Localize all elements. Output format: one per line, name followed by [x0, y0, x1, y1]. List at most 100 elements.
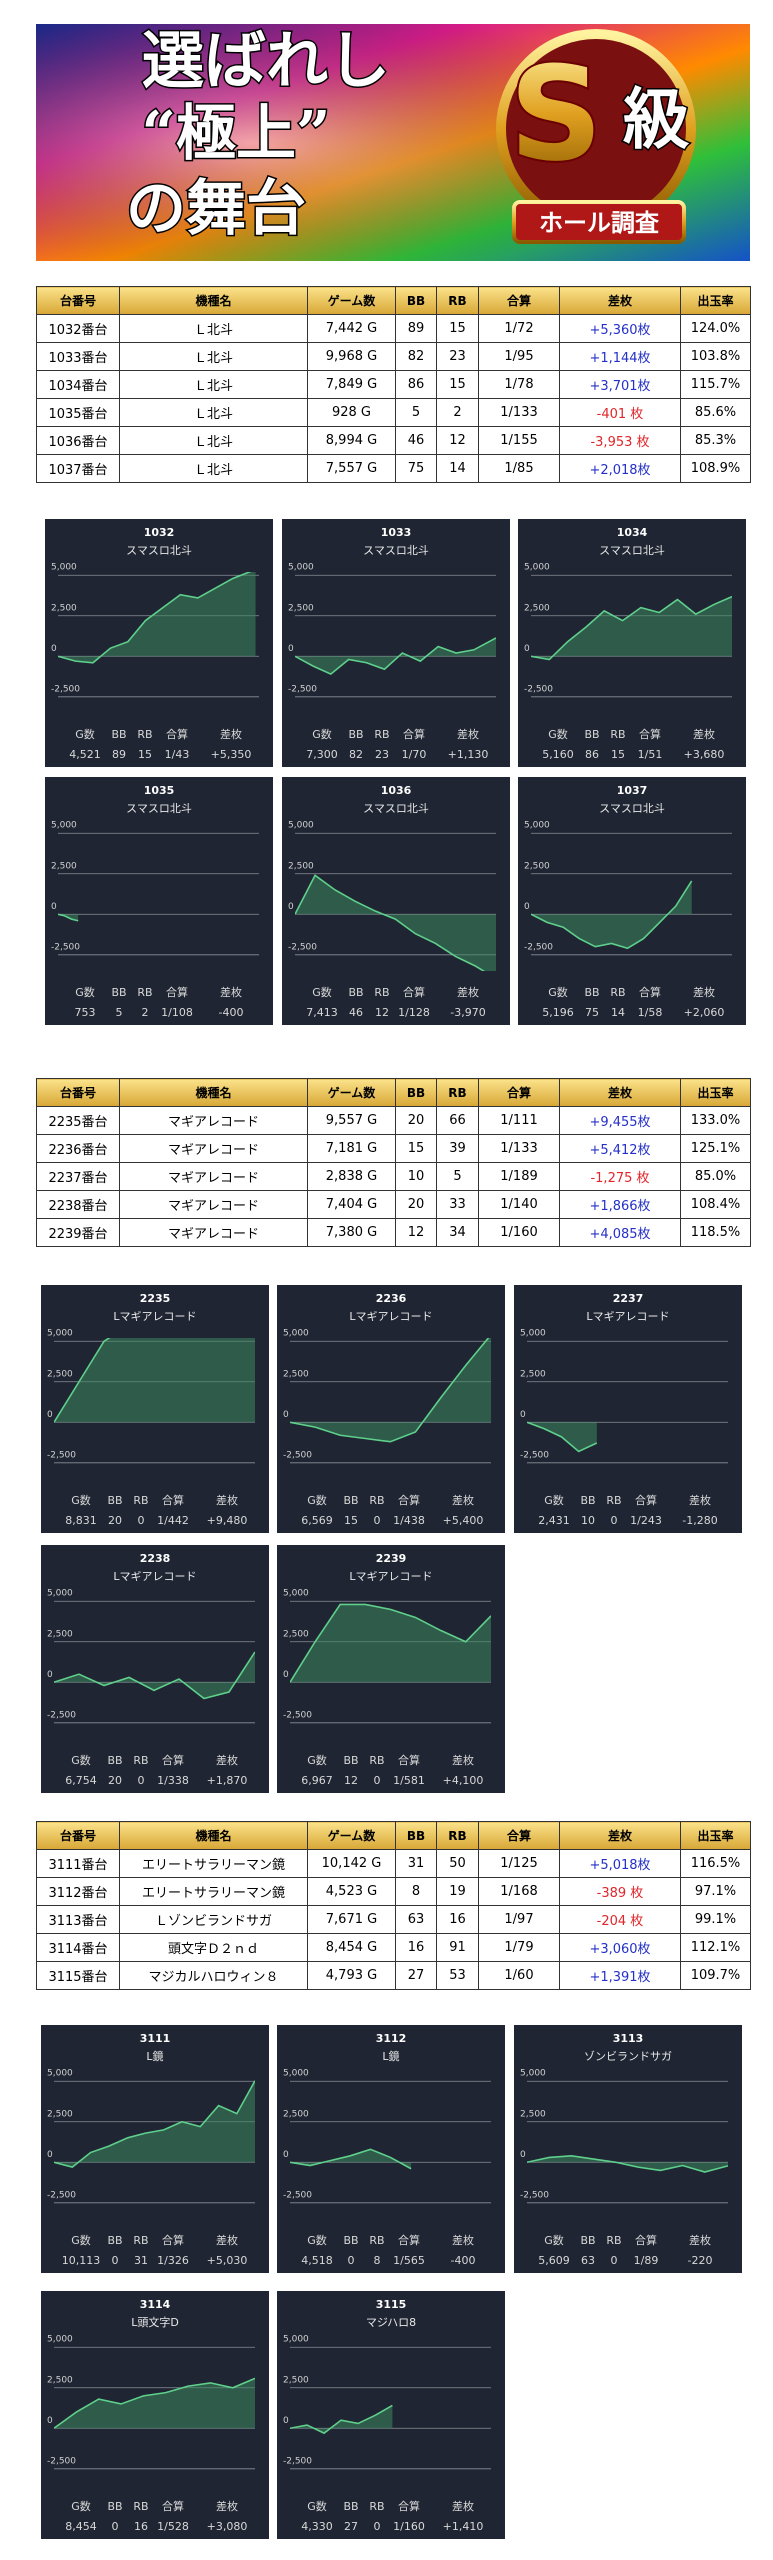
stat-label: 差枚 — [216, 2233, 238, 2247]
stat-value: +5,400 — [443, 1514, 484, 1527]
stat-label: G数 — [71, 2234, 91, 2247]
table-cell: 116.5% — [680, 1849, 751, 1878]
stat-value: 0 — [374, 1774, 381, 1787]
y-tick-label: 5,000 — [524, 563, 550, 573]
table-cell: 99.1% — [680, 1905, 751, 1934]
stat-value: 5 — [116, 1006, 123, 1019]
table-cell: 63 — [395, 1905, 437, 1934]
y-tick-label: 0 — [283, 2416, 289, 2426]
y-tick-label: 5,000 — [47, 1589, 73, 1599]
y-tick-label: -2,500 — [47, 2456, 76, 2466]
table-cell: +3,701枚 — [559, 370, 681, 399]
stat-label: RB — [133, 2234, 148, 2247]
stat-label: 差枚 — [689, 1493, 711, 1507]
stat-label: G数 — [548, 986, 568, 999]
y-tick-label: 0 — [524, 902, 530, 912]
table-cell: 1/133 — [478, 398, 560, 427]
stat-value: 4,518 — [301, 2254, 333, 2267]
table-cell: 133.0% — [680, 1106, 751, 1135]
y-tick-label: -2,500 — [47, 1450, 76, 1460]
table-cell: 103.8% — [680, 342, 751, 371]
panel-model: スマスロ北斗 — [363, 544, 429, 557]
stat-label: 合算 — [639, 985, 661, 999]
stat-value: -3,970 — [450, 1006, 485, 1019]
y-tick-label: 0 — [47, 2150, 53, 2160]
stat-label: G数 — [71, 1494, 91, 1507]
stat-label: BB — [580, 1494, 595, 1507]
stat-label: RB — [606, 2234, 621, 2247]
table-cell: 3114番台 — [36, 1933, 120, 1962]
data-table: 台番号 機種名 ゲーム数 BB RB 合算 差枚 出玉率 2235番台 マギアレコード 9,557 … — [36, 1078, 751, 1247]
table-cell: 53 — [436, 1961, 479, 1990]
table-cell: 1035番台 — [36, 398, 120, 427]
table-cell: 75 — [395, 454, 437, 483]
header-cell: 差枚 — [559, 1821, 681, 1850]
table-cell: 15 — [436, 314, 479, 343]
data-line — [54, 2080, 255, 2169]
data-line — [54, 1338, 111, 1423]
stat-label: BB — [107, 2234, 122, 2247]
stat-label: 合算 — [162, 1753, 184, 1767]
table-cell: 108.9% — [680, 454, 751, 483]
table-cell: 112.1% — [680, 1933, 751, 1962]
panel-model: L頭文字D — [131, 2315, 179, 2329]
stat-value: 7,300 — [306, 748, 338, 761]
stat-label: BB — [111, 986, 126, 999]
panel-title: 2238 — [140, 1552, 171, 1565]
header-cell: 合算 — [478, 1078, 560, 1107]
stat-label: RB — [133, 1494, 148, 1507]
table-cell: Ｌ北斗 — [119, 426, 308, 455]
header-cell: ゲーム数 — [307, 1078, 396, 1107]
table-cell: エリートサラリーマン鏡 — [119, 1877, 308, 1906]
stat-label: 差枚 — [220, 727, 242, 741]
table-cell: +4,085枚 — [559, 1218, 681, 1247]
y-tick-label: 5,000 — [524, 821, 550, 831]
stat-label: RB — [369, 1754, 384, 1767]
stat-value: 1/108 — [161, 1006, 193, 1019]
table-cell: 2235番台 — [36, 1106, 120, 1135]
y-tick-label: 5,000 — [288, 563, 314, 573]
y-tick-label: 2,500 — [47, 1369, 73, 1379]
stat-label: RB — [374, 728, 389, 741]
area-fill — [54, 1651, 255, 1699]
stat-value: 14 — [611, 1006, 625, 1019]
panel-model: L鏡 — [146, 2050, 163, 2063]
y-tick-label: 5,000 — [283, 2069, 309, 2079]
stat-label: 合算 — [403, 985, 425, 999]
panel-model: スマスロ北斗 — [599, 802, 665, 815]
stat-label: RB — [369, 1494, 384, 1507]
stat-value: 0 — [611, 1514, 618, 1527]
chart-panel: 1034 スマスロ北斗 5,000 2,500 0 -2,500 G数 5,160 BB 86 RB… — [518, 519, 746, 767]
stat-label: BB — [584, 986, 599, 999]
table-cell: 109.7% — [680, 1961, 751, 1990]
y-tick-label: 2,500 — [520, 1369, 546, 1379]
panel-bg — [282, 519, 510, 767]
stat-value: +2,060 — [684, 1006, 725, 1019]
table-cell: 108.4% — [680, 1190, 751, 1219]
data-line — [527, 1421, 598, 1453]
panel-title: 1035 — [144, 784, 175, 797]
stat-label: 合算 — [635, 1493, 657, 1507]
data-line — [527, 2154, 728, 2173]
stat-value: 1/442 — [157, 1514, 189, 1527]
data-line — [58, 572, 252, 664]
table-cell: 2236番台 — [36, 1134, 120, 1163]
stat-label: RB — [137, 728, 152, 741]
stat-value: 5,196 — [542, 1006, 574, 1019]
y-tick-label: 0 — [520, 2150, 526, 2160]
panel-title: 1037 — [617, 784, 648, 797]
panel-bg — [45, 777, 273, 1025]
panel-bg — [277, 2025, 505, 2273]
table-cell: 15 — [436, 370, 479, 399]
stat-value: +5,030 — [207, 2254, 248, 2267]
table-row: 2236番台 マギアレコード 7,181 G 15 39 1/133 +5,412枚 125.… — [36, 1134, 751, 1163]
stat-label: 差枚 — [457, 727, 479, 741]
table-cell: 1/155 — [478, 426, 560, 455]
stat-label: BB — [111, 728, 126, 741]
stat-label: 差枚 — [693, 985, 715, 999]
table-cell: 7,442 G — [307, 314, 396, 343]
table-cell: 1/79 — [478, 1933, 560, 1962]
panel-model: Lマギアレコード — [113, 1310, 196, 1323]
stat-label: RB — [133, 2500, 148, 2513]
stat-label: 差枚 — [220, 985, 242, 999]
